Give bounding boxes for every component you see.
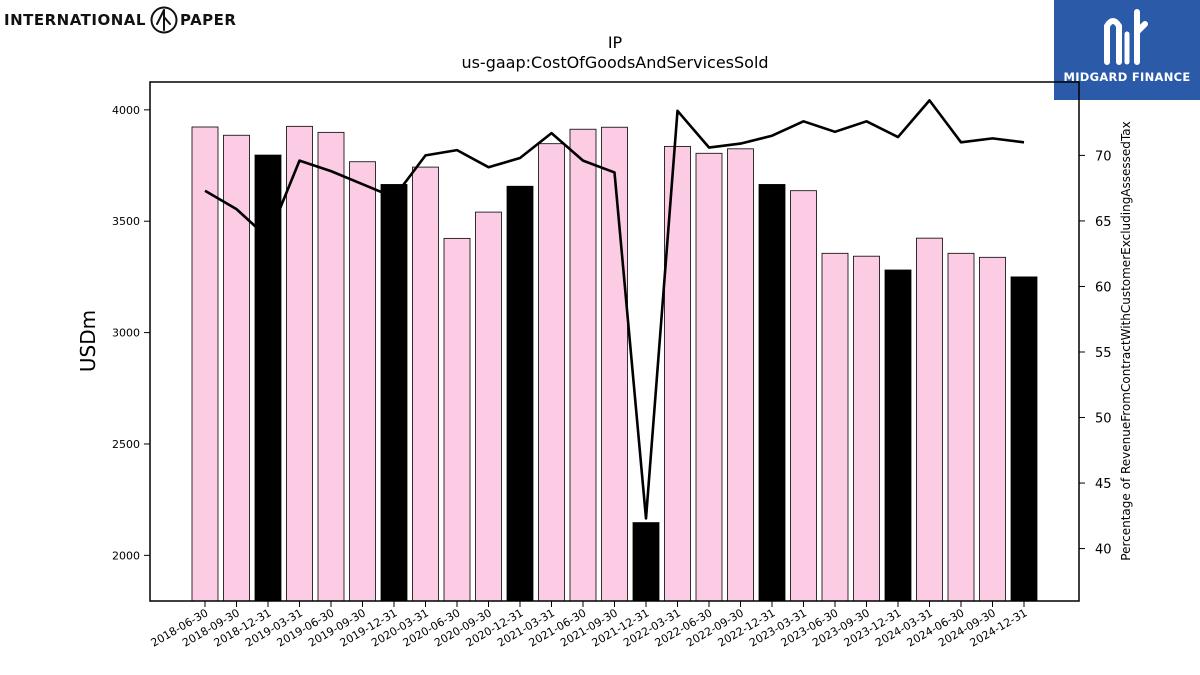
bar-2021-06-30 [569,128,597,602]
bar-2021-09-30 [601,126,628,602]
y-axis-right: 40 45 50 55 60 65 70 [1079,149,1112,558]
logo-word-paper: PAPER [179,11,237,29]
y-axis-title: USDm [76,310,100,372]
bar-2024-03-31 [916,237,943,602]
y2-tick-label: 70 [1095,149,1112,164]
bar-2024-09-30 [979,256,1006,602]
y-tick-label: 2000 [112,549,140,562]
bar-2020-09-30 [475,211,502,602]
bar-2022-09-30 [727,148,754,602]
bar-2018-06-30 [191,126,219,602]
bar-2024-06-30 [947,252,975,602]
bar-2020-06-30 [443,237,471,602]
y2-tick-label: 40 [1095,543,1112,558]
bar-2023-03-31 [790,190,817,602]
y2-axis-title: Percentage of RevenueFromContractWithCus… [1119,121,1133,560]
bar-2021-12-31 [632,522,660,602]
bar-2021-03-31 [538,143,565,602]
international-paper-logo: INTERNATIONAL PAPER [4,4,236,36]
chart-title: IP [608,33,623,52]
logo-word-international: INTERNATIONAL [4,11,146,29]
bar-2022-12-31 [758,184,786,602]
y2-tick-label: 65 [1095,215,1112,230]
international-paper-logo-icon [150,6,178,34]
line-series [204,99,1025,520]
y-tick-label: 2500 [112,438,140,451]
percentage-line [204,99,1025,520]
bar-2019-12-31 [380,184,408,602]
x-axis: 2018-06-302018-09-302018-12-312019-03-31… [149,601,1030,650]
bar-2024-12-31 [1010,276,1038,602]
bar-2018-12-31 [254,154,282,602]
bar-2020-12-31 [506,185,534,602]
y2-tick-label: 55 [1095,346,1112,361]
y-tick-label: 3500 [112,215,140,228]
chart-subtitle: us-gaap:CostOfGoodsAndServicesSold [461,53,768,72]
y-tick-label: 4000 [112,104,140,117]
bar-series [191,125,1038,602]
bar-2019-03-31 [286,125,313,602]
bar-2019-06-30 [317,131,345,602]
y2-tick-label: 50 [1095,412,1112,427]
y2-tick-label: 45 [1095,477,1112,492]
bar-2022-06-30 [695,152,723,602]
bar-2023-06-30 [821,252,849,602]
y-axis-left: 2000 2500 3000 3500 4000 [112,104,150,562]
bar-2023-09-30 [853,255,880,602]
y-tick-label: 3000 [112,327,140,340]
bar-2020-03-31 [412,166,439,602]
bar-2019-09-30 [349,161,376,602]
midgard-finance-logo-icon [1104,9,1148,65]
bar-2023-12-31 [884,269,912,602]
y2-tick-label: 60 [1095,280,1112,295]
midgard-finance-logo-text: MIDGARD FINANCE [1063,70,1191,84]
